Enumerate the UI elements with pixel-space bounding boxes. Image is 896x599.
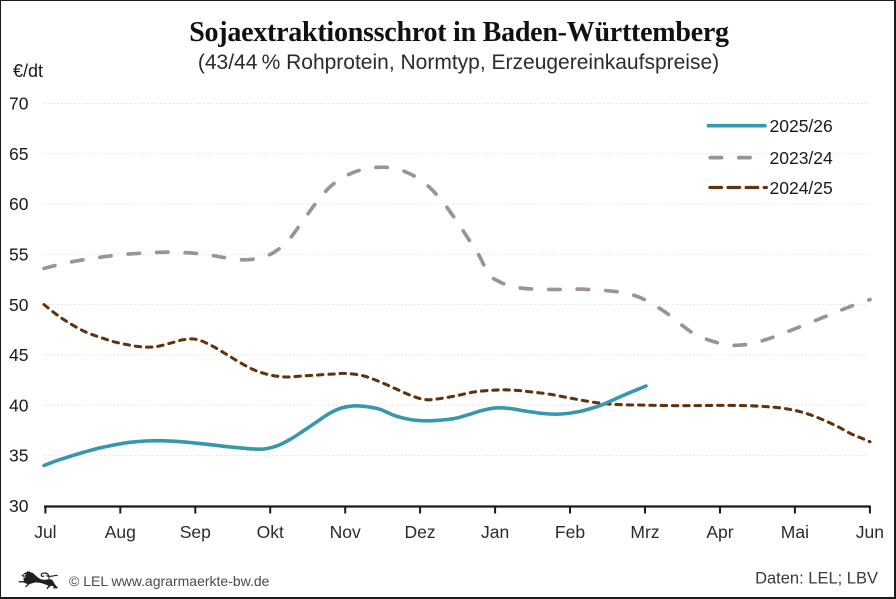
svg-text:Sep: Sep <box>180 522 211 542</box>
svg-text:Sojaextraktionsschrot in Baden: Sojaextraktionsschrot in Baden-Württembe… <box>189 17 729 48</box>
svg-text:Jul: Jul <box>34 522 56 542</box>
svg-text:2023/24: 2023/24 <box>770 148 834 168</box>
svg-text:Mai: Mai <box>781 522 809 542</box>
svg-text:60: 60 <box>9 194 29 214</box>
svg-text:Jan: Jan <box>481 522 509 542</box>
svg-text:35: 35 <box>9 446 28 466</box>
svg-text:70: 70 <box>9 94 29 114</box>
svg-text:2025/26: 2025/26 <box>770 116 833 136</box>
svg-text:Okt: Okt <box>257 522 284 542</box>
svg-text:€/dt: €/dt <box>13 61 43 81</box>
svg-text:40: 40 <box>9 395 29 415</box>
svg-text:Nov: Nov <box>330 522 361 542</box>
svg-text:65: 65 <box>9 144 28 164</box>
svg-text:30: 30 <box>9 496 29 516</box>
svg-text:Feb: Feb <box>555 522 585 542</box>
svg-text:Daten: LEL; LBV: Daten: LEL; LBV <box>755 570 878 588</box>
svg-text:50: 50 <box>9 295 29 315</box>
svg-text:Dez: Dez <box>405 522 436 542</box>
svg-text:55: 55 <box>9 245 28 265</box>
svg-text:Aug: Aug <box>105 522 136 542</box>
svg-text:Jun: Jun <box>856 522 884 542</box>
svg-text:45: 45 <box>9 345 28 365</box>
svg-text:Mrz: Mrz <box>630 522 659 542</box>
svg-text:© LEL www.agrarmaerkte-bw.de: © LEL www.agrarmaerkte-bw.de <box>69 573 270 589</box>
svg-text:Apr: Apr <box>706 522 733 542</box>
svg-text:(43/44 % Rohprotein, Normtyp,: (43/44 % Rohprotein, Normtyp, Erzeugerei… <box>198 51 719 74</box>
svg-text:2024/25: 2024/25 <box>770 178 833 198</box>
